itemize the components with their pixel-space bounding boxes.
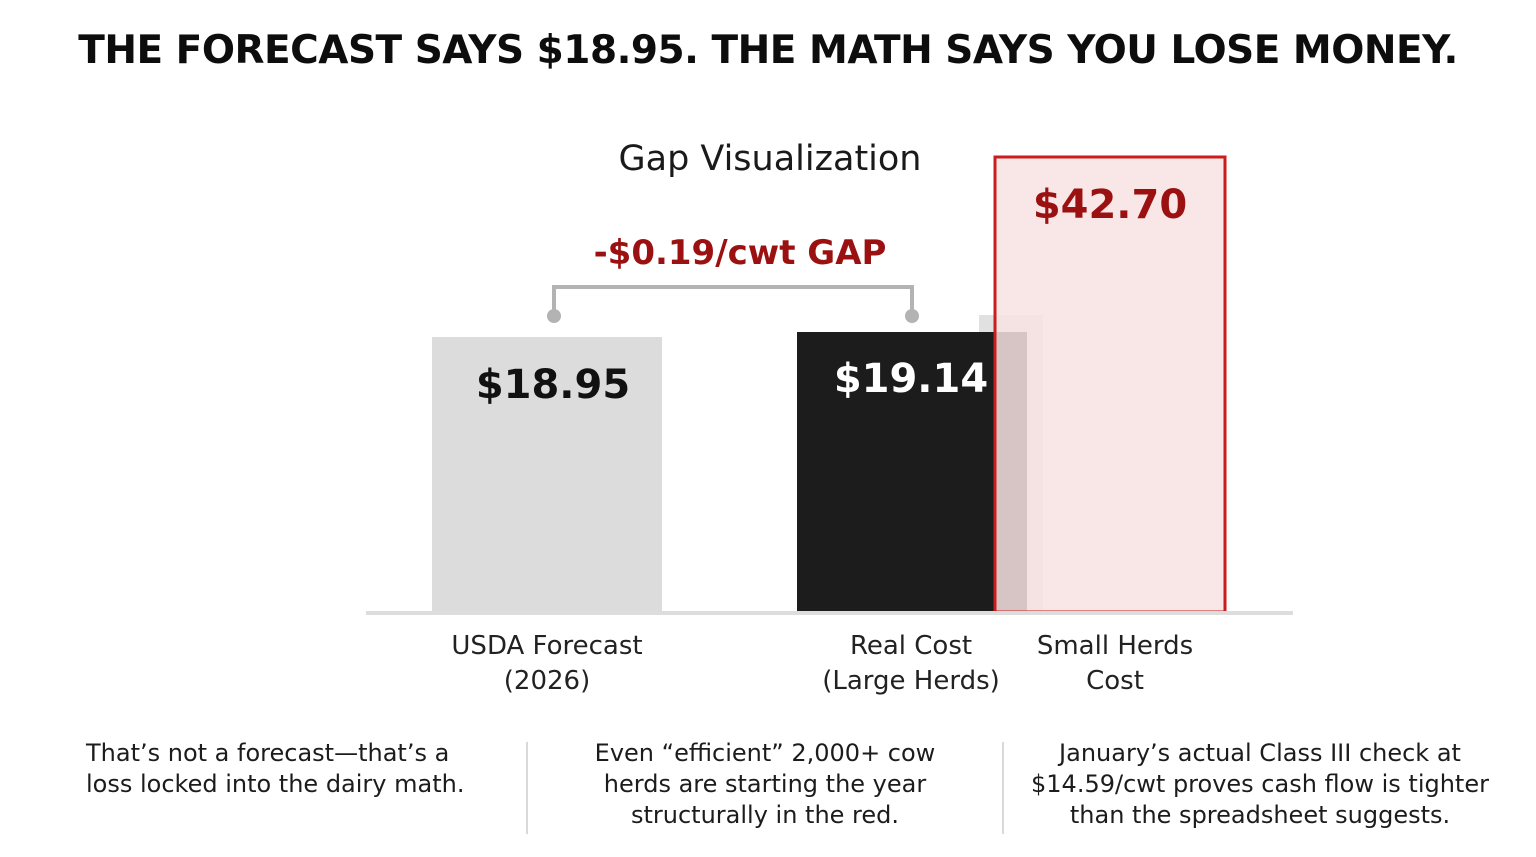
bar-value-label: $42.70 [1033,182,1187,228]
gap-visualization-chart: Gap Visualization -$0.19/cwt GAP $18.95 $… [366,139,1293,696]
footer-note-class-iii: January’s actual Class III check at $14.… [1020,738,1500,831]
bar-real-cost-large-herds [797,332,1027,612]
note-line: than the spreadsheet suggests. [1069,801,1451,829]
bar-value-label: $19.14 [834,356,988,402]
bar-usda-forecast [432,337,662,612]
note-line: Even “efficient” 2,000+ cow [594,739,936,767]
note-line: herds are starting the year [603,770,927,798]
bracket-endpoint [905,309,919,323]
note-line: loss locked into the dairy math. [86,770,465,798]
footer-notes: That’s not a forecast—that’s a loss lock… [0,738,1536,848]
note-line: structurally in the red. [630,801,900,829]
category-label: USDA Forecast [451,631,642,661]
footer-note-large-herds: Even “efficient” 2,000+ cow herds are st… [560,738,970,831]
headline: THE FORECAST SAYS $18.95. THE MATH SAYS … [78,28,1458,73]
category-label: Real Cost [850,631,972,661]
bar-small-herds-cost [993,155,1227,614]
chart-title: Gap Visualization [619,139,922,179]
note-line: That’s not a forecast—that’s a [86,739,450,767]
bracket-endpoint [547,309,561,323]
category-label: Cost [1086,666,1144,696]
gap-bracket [552,285,914,316]
category-label: (Large Herds) [822,666,1000,696]
category-label: Small Herds [1037,631,1193,661]
gap-annotation: -$0.19/cwt GAP [594,233,887,273]
note-line: January’s actual Class III check at [1059,739,1461,767]
footer-divider [526,742,528,834]
footer-divider [1002,742,1004,834]
bar-value-label: $18.95 [476,362,630,408]
footer-note-forecast: That’s not a forecast—that’s a loss lock… [86,738,486,800]
category-label: (2026) [504,666,590,696]
note-line: $14.59/cwt proves cash flow is tighter [1031,770,1489,798]
